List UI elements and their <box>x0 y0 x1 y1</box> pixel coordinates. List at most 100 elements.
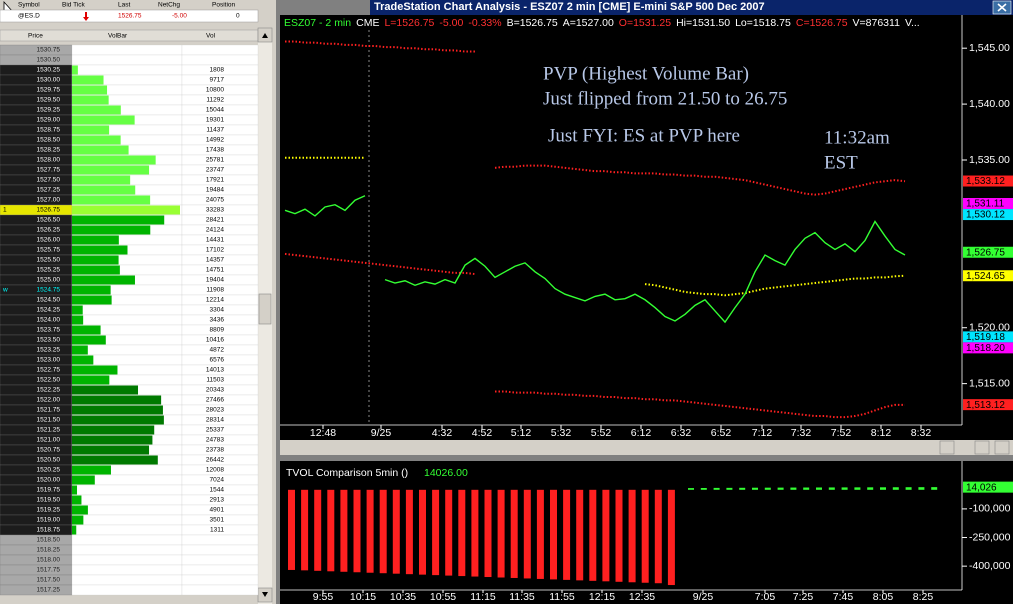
price-badge <box>963 197 1013 209</box>
volume-bar <box>880 487 886 490</box>
x-tick-label: 5:32 <box>551 427 572 439</box>
scroll-left[interactable] <box>939 440 955 455</box>
ladder-price: 1519.75 <box>37 487 61 494</box>
volume-bar <box>72 265 120 275</box>
ladder-volume: 12008 <box>206 467 224 474</box>
h-scrollbar[interactable] <box>280 440 1013 455</box>
volume-bar <box>867 487 874 490</box>
x-tick-label: 9:55 <box>313 591 334 603</box>
price-badge <box>963 175 1013 187</box>
annotation: Just FYI: ES at PVP here <box>548 125 740 146</box>
price-badge <box>963 246 1013 258</box>
volume-bar <box>72 95 109 105</box>
status-item: Hi=1531.50 <box>676 17 730 29</box>
volume-bar <box>72 235 119 245</box>
ladder-volume: 17102 <box>206 247 224 254</box>
volume-bar <box>72 515 84 525</box>
volume-bar <box>458 489 466 577</box>
volume-last: 14026.00 <box>424 467 468 479</box>
volume-bar <box>301 489 309 571</box>
volume-bar <box>72 295 112 305</box>
volume-bar <box>667 489 675 586</box>
status-item: CME <box>356 17 379 29</box>
volume-bar <box>713 487 720 490</box>
ladder-volume: 11437 <box>206 127 224 134</box>
x-tick-label: 8:12 <box>871 427 892 439</box>
volume-bar <box>803 487 810 490</box>
x-tick-label: 9/25 <box>371 427 392 439</box>
ladder-volume: 26442 <box>206 457 224 464</box>
ladder-price: 1523.00 <box>37 357 61 364</box>
zoom-button[interactable] <box>974 440 990 455</box>
volume-bar <box>931 487 938 490</box>
quote-symbol: @ES.D <box>18 13 40 20</box>
vol-cell <box>181 584 259 596</box>
volume-bar <box>550 489 557 580</box>
ladder-price: 1521.00 <box>37 437 61 444</box>
volume-bar <box>72 455 158 465</box>
volbar-cell <box>71 484 183 496</box>
y-tick-label: 1,545.00 <box>969 42 1010 54</box>
ladder-volume: 24075 <box>206 197 224 204</box>
close-icon <box>997 3 1007 12</box>
ladder-price: 1526.00 <box>37 237 61 244</box>
volume-bar <box>828 487 835 490</box>
status-item: -5.00 <box>439 17 463 29</box>
ladder-column-header: VolBar <box>108 33 128 40</box>
price-badge <box>963 399 1013 411</box>
volbar-cell <box>71 534 183 546</box>
ladder-price: 1524.50 <box>37 297 61 304</box>
volume-bar <box>918 487 925 490</box>
ladder-volume: 14751 <box>206 267 224 274</box>
status-item: B=1526.75 <box>507 17 558 29</box>
x-tick-label: 5:12 <box>511 427 532 439</box>
scroll-thumb[interactable] <box>258 293 272 325</box>
price-badge-label: 1,513.12 <box>966 400 1005 411</box>
status-item: V=876311 <box>853 17 901 29</box>
volume-bar <box>72 315 84 325</box>
ladder-price: 1522.00 <box>37 397 61 404</box>
volume-bar <box>841 487 848 490</box>
ladder-price: 1518.75 <box>37 527 61 534</box>
volume-bar <box>72 505 88 515</box>
ladder-volume: 10800 <box>206 87 224 94</box>
volbar-cell <box>71 54 183 66</box>
volume-bar <box>790 487 797 490</box>
ladder-volume: 23738 <box>206 447 224 454</box>
ladder-price: 1520.50 <box>37 457 61 464</box>
ladder-price: 1530.00 <box>37 77 61 84</box>
status-item: C=1526.75 <box>796 17 848 29</box>
ladder-price: 1525.50 <box>37 257 61 264</box>
ladder-volume: 11908 <box>206 287 224 294</box>
y-tick-label: 1,515.00 <box>969 377 1010 389</box>
volume-bar <box>615 489 623 582</box>
quote-column-header: Position <box>212 2 236 9</box>
ladder-volume: 23747 <box>206 167 224 174</box>
ladder-volume: 7024 <box>210 477 225 484</box>
ladder-price: 1525.75 <box>37 247 61 254</box>
ladder-volume: 11503 <box>206 377 224 384</box>
ladder-price: 1524.25 <box>37 307 61 314</box>
ladder-price: 1528.75 <box>37 127 61 134</box>
ladder-volume: 14357 <box>206 257 224 264</box>
ladder-price: 1527.50 <box>37 177 61 184</box>
x-tick-label: 6:12 <box>631 427 652 439</box>
ladder-price: 1518.50 <box>37 537 61 544</box>
x-tick-label: 4:52 <box>472 427 493 439</box>
ladder-price: 1520.75 <box>37 447 61 454</box>
volume-bar <box>510 489 518 578</box>
ladder-volume: 1544 <box>210 487 225 494</box>
volume-bar <box>72 145 129 155</box>
status-item: A=1527.00 <box>563 17 614 29</box>
price-badge <box>963 342 1013 354</box>
volume-badge <box>963 481 1013 493</box>
scroll-right[interactable] <box>994 440 1010 455</box>
x-tick-label: 12:15 <box>589 591 615 603</box>
volume-bar <box>484 489 492 578</box>
volume-bar <box>72 85 108 95</box>
volume-bar <box>72 275 135 285</box>
ladder-volume: 17438 <box>206 147 224 154</box>
ladder-volume: 4901 <box>210 507 225 514</box>
volume-bar <box>72 385 139 395</box>
